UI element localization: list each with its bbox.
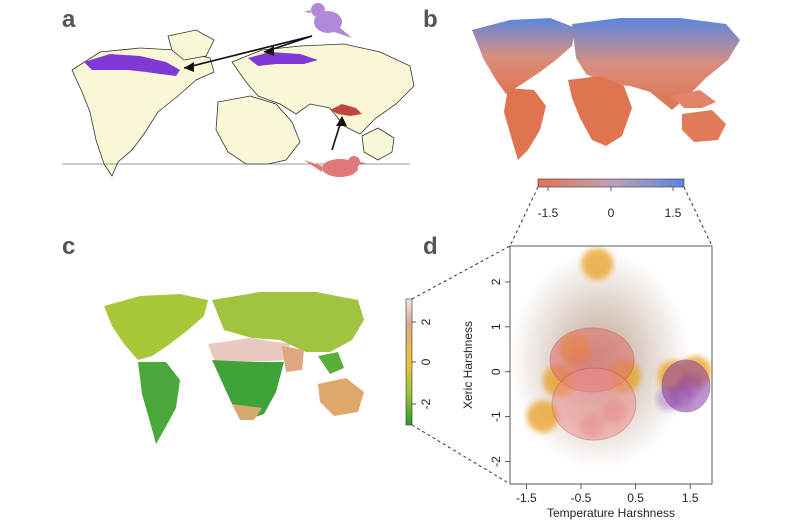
x-tick-label-1: -0.5 [571,491,592,505]
purple-bird-icon [304,3,352,38]
y-tick-label-2: 0 [489,368,503,375]
x-tick-label-0: -1.5 [516,491,537,505]
eurasia-landmass [231,43,415,135]
panel-label-a: a [62,6,76,33]
purple-density [661,359,711,413]
panel-c-tick-bottom: -2 [419,398,433,409]
panel-b-australia [682,110,726,142]
panel-b-se-asia [672,90,716,108]
y-tick-label-4: -2 [489,456,503,467]
y-tick-label-1: 1 [489,323,503,330]
x-tick-label-2: 0.5 [627,491,644,505]
panel-label-d: d [423,233,438,260]
north-america-landmass [71,47,215,177]
panel-b-africa [568,76,632,146]
x-tick-label-3: 1.5 [682,491,699,505]
y-tick-label-0: 2 [489,278,503,285]
panel-c-tick-top: 2 [419,318,433,325]
arrow-head-eurasia [264,46,274,56]
panel-c-sahara [208,338,290,362]
panel-b-north-america [472,18,576,94]
panel-b-eurasia [572,18,740,110]
panel-b-colorbar [537,178,685,188]
panel-d-plot: -1.5 -0.5 0.5 1.5 2 1 0 -1 -2 Temperature Harshn… [461,245,713,520]
density-point-0-3 [581,247,614,280]
panel-b-tick-low: -1.5 [538,206,559,220]
zoom-line-top [411,245,511,300]
y-tick-label-3: -1 [489,411,503,422]
panel-c-eurasia [212,292,364,352]
zoom-line-right [683,186,713,247]
red-range-himalaya [330,104,362,116]
panel-c-se-asia [318,352,344,374]
panel-c-africa [212,360,284,420]
panel-c-south-america [138,362,180,444]
pink-bird-icon [304,156,366,177]
panel-c-south-africa [232,404,262,420]
panel-b-tick-high: 1.5 [665,206,682,220]
panel-c-tick-mid: 0 [419,358,433,365]
panel-c-map: 2 0 -2 [104,292,433,444]
panel-c-colorbar [405,298,413,426]
arrow-head-himalaya [336,116,347,126]
x-axis-title: Temperature Harshness [547,506,675,520]
southeast-asia-landmass [361,127,395,161]
panel-b-map: -1.5 0 1.5 [472,18,740,220]
zoom-line-bottom [411,424,511,485]
panel-c-north-america [104,294,208,360]
arrow-head-north-america [184,62,194,72]
y-axis-title: Xeric Harshness [461,321,475,409]
panel-a-map [62,3,415,177]
greenland-landmass [167,29,215,61]
panel-c-australia [318,378,364,416]
purple-range-eurasia [248,52,318,66]
panel-b-south-america [504,88,546,160]
density-layers [510,247,712,470]
africa-landmass [215,95,301,165]
zoom-line-left [509,186,539,247]
density-point-0-0 [526,400,559,433]
panel-label-b: b [423,6,438,33]
purple-range-north-america [84,54,180,76]
panel-c-arabia [282,346,304,372]
arrow-to-north-america [183,35,313,69]
panel-label-c: c [62,233,76,260]
panel-b-tick-mid: 0 [608,206,615,220]
pink-density-lower [551,367,637,441]
axis-d: -1.5 -0.5 0.5 1.5 2 1 0 -1 -2 [489,278,699,505]
